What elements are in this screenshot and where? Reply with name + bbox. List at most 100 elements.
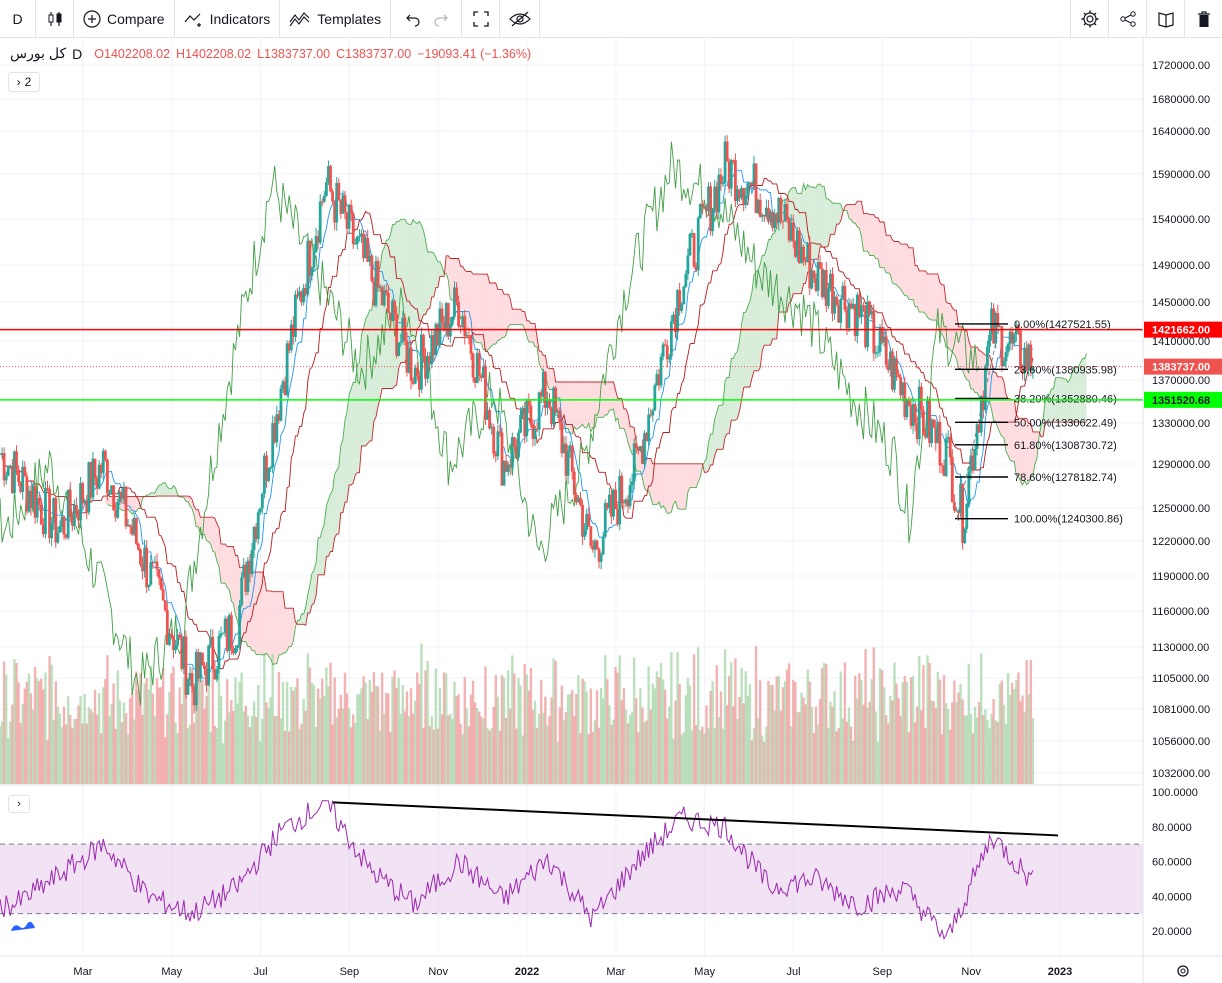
volume-bar — [133, 719, 136, 784]
redo-button[interactable] — [427, 0, 463, 38]
candle-body — [145, 547, 149, 588]
cloud-segment — [481, 274, 484, 350]
volume-bar — [831, 706, 834, 784]
candle-body — [851, 304, 855, 309]
volume-bar — [756, 718, 760, 784]
cloud-segment — [716, 405, 719, 450]
candle-body — [155, 561, 159, 570]
cloud-segment — [159, 484, 162, 497]
volume-bar — [38, 681, 41, 784]
symbol-name[interactable]: کل بورس — [10, 45, 67, 61]
volume-bar — [938, 679, 942, 784]
cloud-segment — [340, 438, 343, 513]
candle-body — [638, 446, 642, 451]
candle-body — [917, 386, 921, 440]
volume-bar — [232, 710, 235, 784]
candle-body — [180, 637, 184, 669]
volume-bar — [577, 675, 580, 784]
candle-body — [213, 668, 217, 680]
rsi-collapse-button[interactable]: › — [8, 795, 30, 813]
cloud-segment — [948, 303, 951, 350]
legend-interval: D — [72, 45, 83, 62]
price-chart[interactable]: 0.00%(1427521.55)23.60%(1380935.98)38.20… — [0, 38, 1222, 983]
volume-bar — [52, 719, 55, 784]
fullscreen-button[interactable] — [462, 0, 501, 38]
volume-bar — [444, 673, 448, 784]
volume-bar — [637, 732, 640, 784]
cloud-segment — [1010, 398, 1013, 462]
volume-bar — [699, 730, 702, 784]
cloud-segment — [278, 591, 281, 655]
candle-body — [112, 485, 116, 511]
volume-bar — [496, 696, 500, 784]
candle-body — [599, 554, 603, 562]
volume-bar — [953, 680, 956, 784]
cloud-segment — [549, 368, 552, 390]
cloud-segment — [1018, 418, 1021, 482]
candle-body — [327, 165, 330, 183]
cloud-segment — [501, 289, 505, 338]
templates-button[interactable]: Templates — [280, 0, 392, 38]
candle-body — [477, 353, 481, 376]
cloud-segment — [349, 388, 352, 485]
candle-body — [267, 468, 270, 482]
volume-bar — [201, 679, 204, 784]
candle-body — [203, 665, 206, 670]
chart-type-button[interactable] — [36, 0, 74, 38]
hide-drawings-button[interactable] — [500, 0, 541, 38]
candle-body — [816, 262, 820, 291]
cloud-segment — [435, 257, 438, 288]
share-button[interactable] — [1108, 0, 1146, 38]
volume-bar — [304, 710, 307, 784]
cloud-segment — [875, 217, 878, 259]
candle-body — [41, 524, 45, 535]
volume-bar — [89, 709, 93, 784]
candle-body — [300, 291, 303, 303]
cloud-segment — [648, 458, 651, 497]
indicators-collapse-button[interactable]: › 2 — [8, 72, 40, 92]
candle-body — [161, 589, 165, 601]
candle-body — [198, 652, 202, 679]
candle-body — [298, 291, 301, 297]
candle-body — [579, 497, 582, 505]
delete-button[interactable] — [1184, 0, 1222, 38]
volume-bar — [893, 662, 896, 784]
volume-bar — [990, 713, 993, 784]
candle-body — [143, 547, 147, 572]
cloud-segment — [731, 358, 734, 421]
cloud-segment — [826, 198, 829, 248]
volume-bar — [626, 723, 630, 784]
candle-body — [459, 325, 463, 328]
candle-body — [242, 564, 246, 578]
cloud-segment — [450, 258, 453, 301]
indicators-button[interactable]: Indicators — [175, 0, 281, 38]
candle-body — [709, 186, 713, 232]
volume-bar — [97, 693, 101, 784]
volume-bar — [730, 662, 733, 784]
cloud-segment — [896, 241, 899, 287]
candle-body — [932, 419, 936, 428]
candle-body — [170, 633, 173, 637]
volume-bar — [432, 729, 436, 784]
volume-bar — [767, 681, 770, 784]
cloud-segment — [276, 591, 279, 664]
cloud-segment — [772, 233, 775, 339]
cloud-segment — [685, 463, 688, 510]
candle-body — [291, 324, 295, 338]
volume-bar — [630, 711, 634, 784]
compare-button[interactable]: Compare — [74, 0, 175, 38]
candle-body — [384, 290, 388, 293]
undo-button[interactable] — [391, 0, 427, 38]
volume-bar — [597, 727, 601, 784]
cloud-segment — [737, 339, 740, 419]
candle-body — [1006, 343, 1010, 353]
cloud-segment — [1034, 431, 1038, 465]
candle-body — [748, 182, 752, 184]
cloud-segment — [161, 482, 164, 497]
candle-body — [417, 376, 421, 390]
settings-button[interactable] — [1070, 0, 1108, 38]
interval-button[interactable]: D — [0, 0, 36, 38]
cloud-segment — [751, 275, 754, 379]
snapshot-button[interactable] — [1146, 0, 1184, 38]
tradingview-logo-icon[interactable] — [10, 918, 36, 941]
